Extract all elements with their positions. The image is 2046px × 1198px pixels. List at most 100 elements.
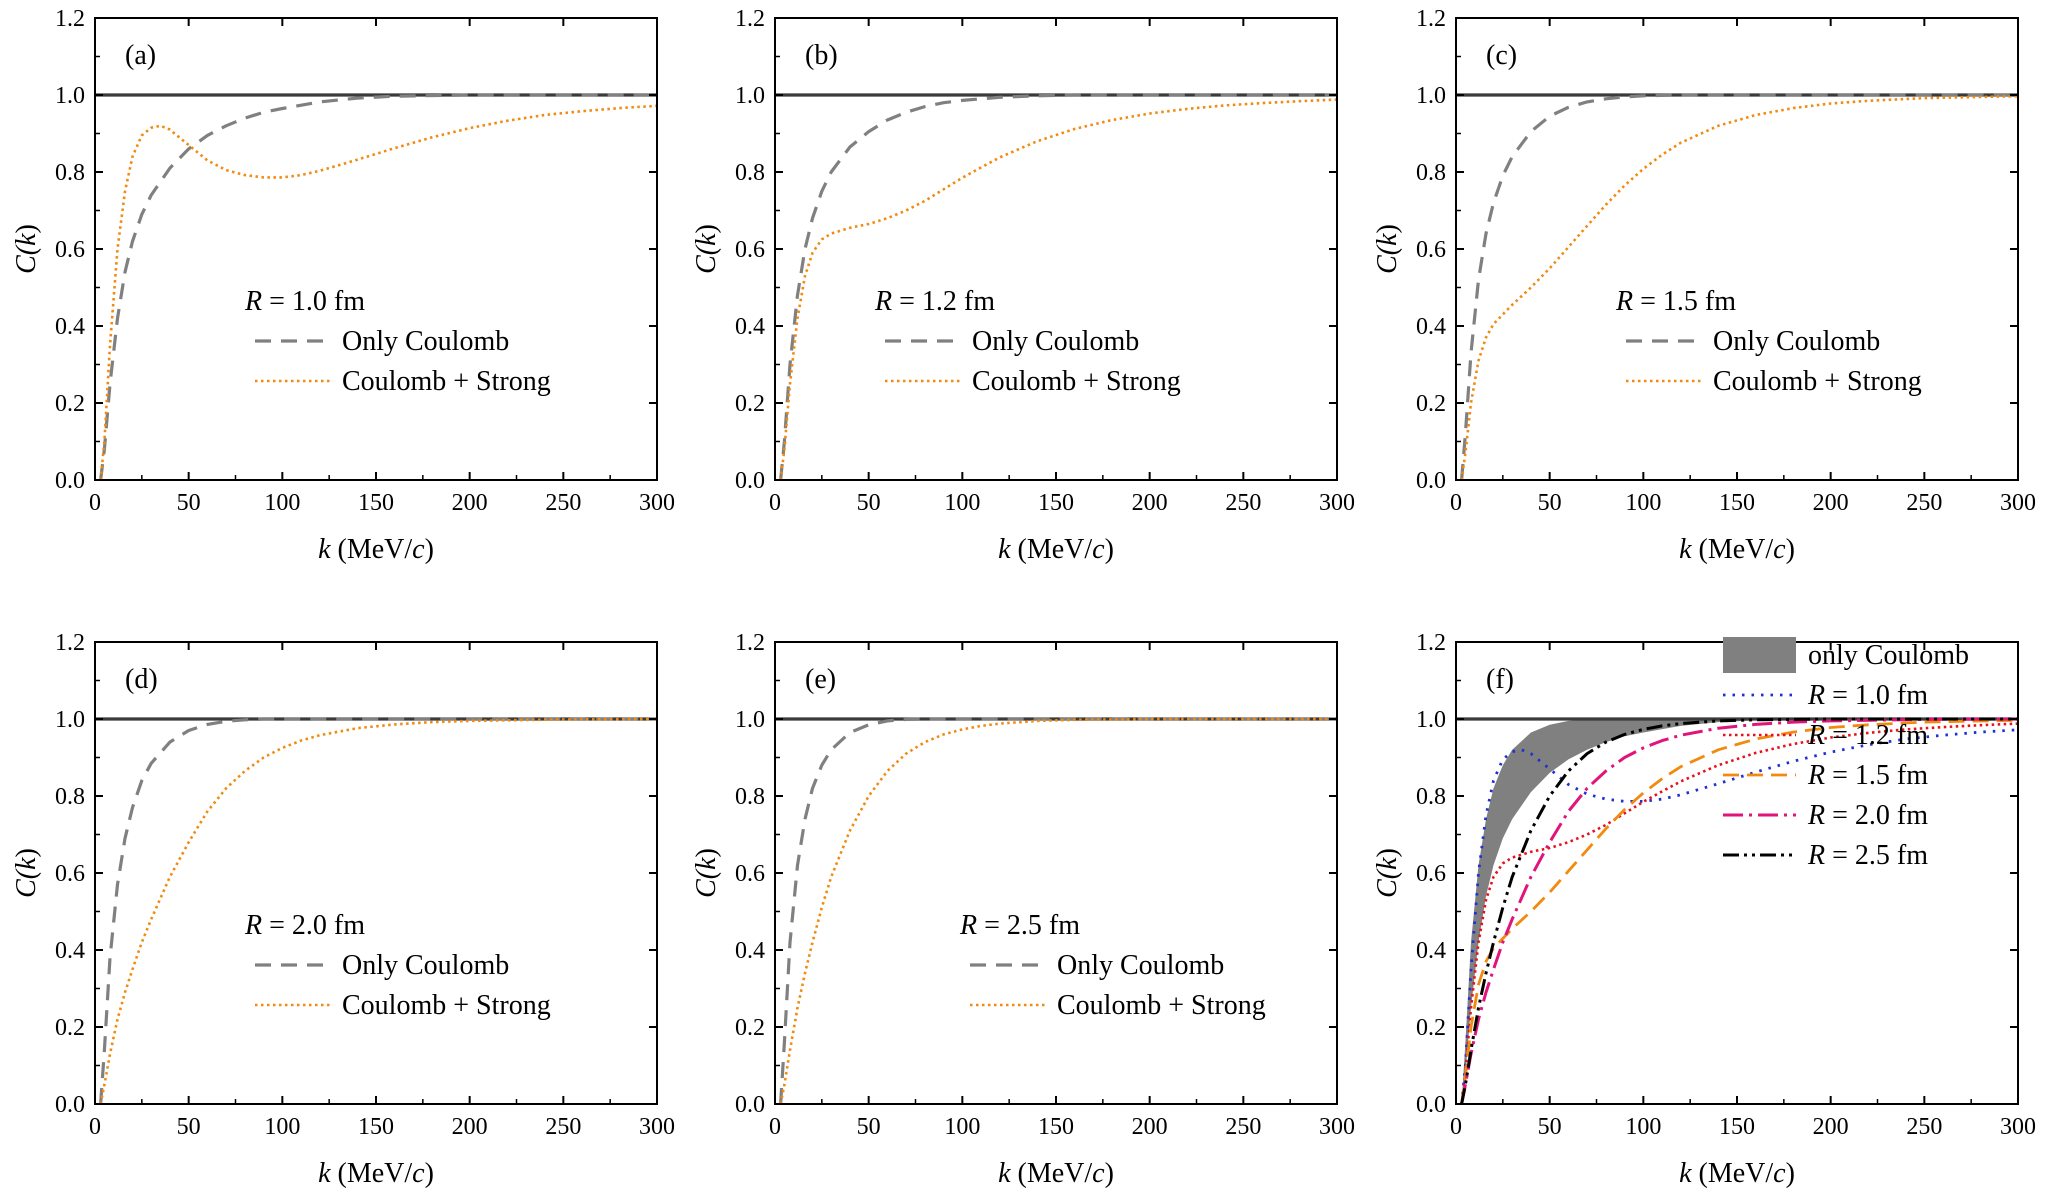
y-tick-label: 0.8	[55, 160, 85, 186]
legend: R = 2.5 fm Only Coulomb Coulomb + Strong	[959, 910, 1266, 1021]
legend-entry-text: Coulomb + Strong	[1057, 990, 1266, 1021]
y-tick-text: 0.0	[55, 1092, 85, 1118]
x-tick-text: 50	[177, 490, 201, 516]
legend-entry-rest: = 1.0 fm	[1825, 680, 1928, 711]
y-tick-label: 1.2	[55, 630, 85, 656]
legend-entry: Only Coulomb	[342, 326, 509, 357]
y-tick-text: 0.0	[55, 468, 85, 494]
y-tick-label: 1.0	[55, 707, 85, 733]
legend-entry-rest: = 2.5 fm	[1825, 840, 1928, 871]
x-axis-label: k (MeV/c)	[318, 534, 434, 565]
y-tick-label: 1.2	[1416, 6, 1446, 32]
x-label-unit-post: )	[1105, 534, 1114, 565]
y-axis-label: C(k)	[1372, 848, 1403, 898]
legend-title-var: R	[959, 910, 977, 941]
y-tick-text: 0.0	[735, 468, 765, 494]
x-label-unit-var: c	[1773, 1158, 1786, 1189]
legend-entry: R = 2.5 fm	[1807, 840, 1928, 871]
legend-title-rest: = 1.2 fm	[892, 286, 995, 317]
x-label-unit-post: )	[425, 534, 434, 565]
plot-frame	[774, 17, 1338, 481]
x-tick-text: 50	[1538, 490, 1562, 516]
y-tick-text: 0.8	[55, 784, 85, 810]
x-tick-text: 100	[1625, 1114, 1661, 1140]
y-label-post: )	[691, 224, 722, 233]
legend-entry-text: Only Coulomb	[1713, 326, 1880, 357]
legend-entry-text: Coulomb + Strong	[1713, 366, 1922, 397]
y-tick-text: 0.4	[55, 938, 85, 964]
series-line-4	[1460, 717, 2018, 1104]
y-tick-label: 0.6	[1416, 861, 1446, 887]
x-tick-text: 150	[1719, 490, 1755, 516]
y-tick-text: 1.2	[55, 6, 85, 32]
y-tick-label: 1.0	[1416, 83, 1446, 109]
y-tick-label: 0.4	[55, 314, 85, 340]
y-tick-text: 0.0	[1416, 468, 1446, 494]
y-tick-label: 0.2	[1416, 1015, 1446, 1041]
y-label-pre: C(	[11, 868, 42, 898]
y-tick-label: 0.8	[1416, 784, 1446, 810]
y-tick-label: 0.0	[1416, 1092, 1446, 1118]
y-tick-text: 0.2	[1416, 1015, 1446, 1041]
legend-title-rest: = 1.5 fm	[1633, 286, 1736, 317]
x-tick-label: 250	[545, 1114, 581, 1140]
legend-entry: Only Coulomb	[1057, 950, 1224, 981]
x-tick-text: 150	[1719, 1114, 1755, 1140]
legend-entry-rest: = 2.0 fm	[1825, 800, 1928, 831]
y-tick-text: 0.8	[735, 160, 765, 186]
x-label-var: k	[1679, 1158, 1692, 1189]
x-tick-label: 200	[1132, 490, 1168, 516]
x-label-unit-pre: (MeV/	[1692, 534, 1774, 565]
x-tick-label: 250	[1906, 490, 1942, 516]
x-tick-label: 0	[769, 1114, 781, 1140]
legend-entry-var: R	[1807, 840, 1825, 871]
series-line-2	[1460, 94, 2018, 480]
y-tick-text: 0.8	[55, 160, 85, 186]
legend: R = 2.0 fm Only Coulomb Coulomb + Strong	[244, 910, 551, 1021]
x-tick-label: 150	[1719, 490, 1755, 516]
series-line-2	[99, 717, 657, 1104]
series-line-3	[1460, 718, 2018, 1104]
legend-title-rest: = 2.5 fm	[977, 910, 1080, 941]
x-label-var: k	[318, 534, 331, 565]
legend-entry-var: R	[1807, 760, 1825, 791]
y-label-var: k	[11, 233, 42, 246]
y-tick-text: 1.0	[55, 83, 85, 109]
plot-frame	[94, 641, 658, 1105]
y-tick-text: 0.6	[1416, 861, 1446, 887]
panel-label: (e)	[805, 664, 836, 695]
y-tick-label: 1.2	[1416, 630, 1446, 656]
x-tick-text: 150	[1038, 1114, 1074, 1140]
x-tick-text: 50	[1538, 1114, 1562, 1140]
y-label-pre: C(	[691, 868, 722, 898]
y-tick-text: 0.4	[735, 314, 765, 340]
x-label-var: k	[998, 534, 1011, 565]
legend-title-rest: = 1.0 fm	[262, 286, 365, 317]
series-line-1	[1460, 93, 2018, 480]
x-tick-label: 250	[1906, 1114, 1942, 1140]
y-label-pre: C(	[1372, 868, 1403, 898]
x-tick-label: 300	[639, 1114, 675, 1140]
x-tick-text: 250	[1225, 1114, 1261, 1140]
legend-entry-text: Coulomb + Strong	[972, 366, 1181, 397]
legend-title-var: R	[244, 286, 262, 317]
x-tick-text: 300	[2000, 490, 2036, 516]
y-axis-label: C(k)	[691, 224, 722, 274]
x-tick-label: 100	[944, 1114, 980, 1140]
legend-entry: Coulomb + Strong	[342, 366, 551, 397]
y-tick-text: 1.0	[735, 707, 765, 733]
y-tick-text: 0.0	[1416, 1092, 1446, 1118]
x-tick-text: 300	[639, 490, 675, 516]
legend-entry-var: R	[1807, 720, 1825, 751]
legend-title-var: R	[244, 910, 262, 941]
x-tick-label: 150	[1038, 1114, 1074, 1140]
legend: R = 1.2 fm Only Coulomb Coulomb + Strong	[874, 286, 1181, 397]
x-tick-label: 200	[452, 1114, 488, 1140]
x-label-unit-pre: (MeV/	[1011, 534, 1093, 565]
plot-frame	[1455, 17, 2019, 481]
panel-label-text: (e)	[805, 664, 836, 695]
legend: R = 1.5 fm Only Coulomb Coulomb + Strong	[1615, 286, 1922, 397]
y-tick-label: 0.8	[1416, 160, 1446, 186]
legend-entry-rest: = 1.5 fm	[1825, 760, 1928, 791]
